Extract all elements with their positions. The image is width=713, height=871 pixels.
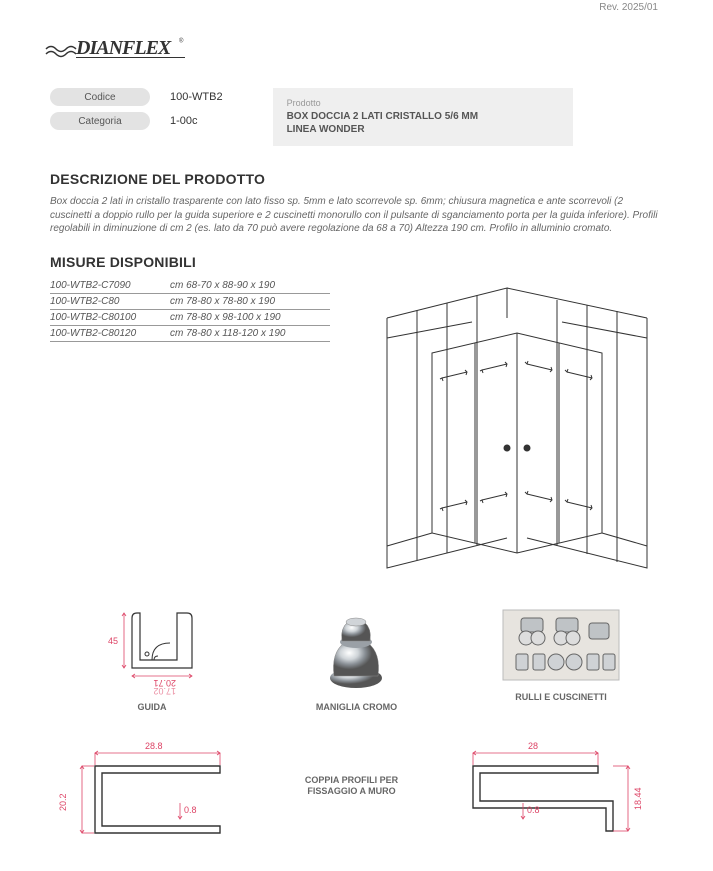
table-row: 100-WTB2-C80120 cm 78-80 x 118-120 x 190 xyxy=(50,326,330,342)
dim-202: 20.2 xyxy=(58,793,68,811)
table-row: 100-WTB2-C80100 cm 78-80 x 98-100 x 190 xyxy=(50,310,330,326)
codice-label: Codice xyxy=(50,88,150,106)
profiles-caption: COPPIA PROFILI PER FISSAGGIO A MURO xyxy=(297,775,407,798)
categoria-label: Categoria xyxy=(50,112,150,130)
maniglia-caption: MANIGLIA CROMO xyxy=(316,702,397,713)
header-meta: Codice 100-WTB2 Categoria 1-00c Prodotto… xyxy=(50,88,663,146)
description-paragraph: Box doccia 2 lati in cristallo trasparen… xyxy=(50,195,663,236)
guida-caption: GUIDA xyxy=(137,702,166,713)
dim-1702: 17.02 xyxy=(153,686,176,696)
measures-table: 100-WTB2-C7090 cm 68-70 x 88-90 x 190 10… xyxy=(50,278,330,342)
revision-text: Rev. 2025/01 xyxy=(599,2,658,13)
categoria-value: 1-00c xyxy=(170,115,198,127)
components-row: 45 20.71 17.02 GUIDA xyxy=(50,608,663,713)
table-row: 100-WTB2-C7090 cm 68-70 x 88-90 x 190 xyxy=(50,278,330,294)
table-row: 100-WTB2-C80 cm 78-80 x 78-80 x 190 xyxy=(50,294,330,310)
profiles-row: 28.8 20.2 0.8 COPPIA PROFILI PER FISSAGG… xyxy=(50,731,663,841)
rulli-thumb: RULLI E CUSCINETTI xyxy=(501,608,621,713)
product-title-line2: LINEA WONDER xyxy=(287,123,559,136)
guida-thumb: 45 20.71 17.02 GUIDA xyxy=(92,608,212,713)
svg-text:DIANFLEX: DIANFLEX xyxy=(75,37,172,59)
product-title-line1: BOX DOCCIA 2 LATI CRISTALLO 5/6 MM xyxy=(287,110,559,123)
product-box: Prodotto BOX DOCCIA 2 LATI CRISTALLO 5/6… xyxy=(273,88,573,146)
dim-08a: 0.8 xyxy=(184,805,197,815)
dim-45: 45 xyxy=(108,636,118,646)
dim-1844: 18.44 xyxy=(633,787,643,810)
main-drawing xyxy=(370,278,663,578)
product-sheet: Rev. 2025/01 DIANFLEX ® Codice 100-WTB2 … xyxy=(0,0,713,871)
description-heading: DESCRIZIONE DEL PRODOTTO xyxy=(50,171,663,187)
brand-logo: DIANFLEX ® xyxy=(45,30,663,73)
product-label: Prodotto xyxy=(287,98,559,108)
codice-value: 100-WTB2 xyxy=(170,91,223,103)
svg-text:®: ® xyxy=(179,38,184,45)
dim-08b: 0.8 xyxy=(527,805,540,815)
maniglia-thumb: MANIGLIA CROMO xyxy=(316,608,397,713)
rulli-caption: RULLI E CUSCINETTI xyxy=(515,692,607,703)
dim-28: 28 xyxy=(528,741,538,751)
measures-heading: MISURE DISPONIBILI xyxy=(50,254,663,270)
profile-right-drawing: 28 18.44 0.8 xyxy=(453,731,663,841)
dim-288: 28.8 xyxy=(145,741,163,751)
profile-left-drawing: 28.8 20.2 0.8 xyxy=(50,731,250,841)
